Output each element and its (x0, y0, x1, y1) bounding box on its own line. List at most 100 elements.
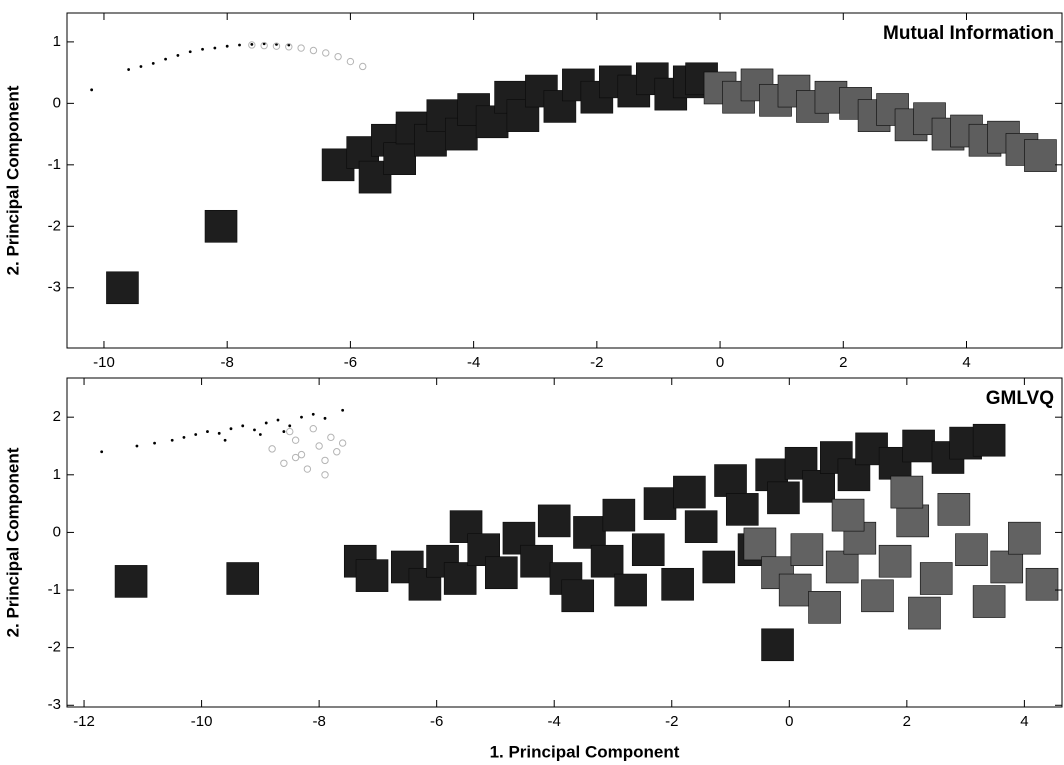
point (253, 428, 256, 432)
point (170, 438, 174, 442)
y-tick-label: -2 (48, 639, 61, 656)
x-tick-label: 4 (962, 354, 970, 371)
point (322, 49, 330, 57)
point (303, 465, 312, 473)
point (280, 459, 288, 467)
point (333, 448, 341, 456)
y-tick-label: 1 (53, 33, 61, 50)
y-tick-label: 2 (53, 408, 61, 425)
thumbnail (1025, 567, 1059, 601)
point (300, 415, 303, 419)
thumbnail (661, 567, 694, 601)
thumbnail (114, 565, 148, 598)
y-tick-label: 1 (53, 466, 61, 483)
thumbnail (106, 271, 139, 305)
x-tick-label: -10 (93, 354, 115, 371)
thumbnail (972, 585, 1006, 618)
x-tick-label: 4 (1020, 713, 1028, 730)
point (297, 450, 306, 459)
point (334, 52, 342, 61)
point (268, 445, 276, 453)
chart-title: GMLVQ (986, 388, 1054, 409)
point (276, 418, 280, 422)
thumbnail (485, 556, 518, 590)
y-tick-label: 0 (53, 94, 61, 111)
thumbnail (743, 527, 777, 561)
y-tick-label: -3 (48, 696, 61, 713)
thumbnail (808, 591, 841, 624)
x-axis-label: 1. Principal Component (490, 742, 680, 761)
point (272, 42, 281, 50)
y-tick-label: -1 (48, 581, 61, 598)
thumbnail (790, 533, 824, 567)
y-tick-label: -2 (48, 217, 61, 234)
point (309, 425, 317, 433)
plot-area (100, 408, 1059, 662)
point (213, 46, 217, 50)
point (206, 430, 209, 433)
point (346, 57, 355, 66)
point (282, 430, 286, 433)
thumbnail (643, 487, 677, 520)
axes-frame (66, 377, 1063, 708)
point (258, 433, 262, 436)
x-tick-label: -12 (73, 713, 95, 730)
y-tick-label: -3 (48, 279, 61, 296)
point (285, 43, 293, 51)
point (100, 450, 104, 454)
thumbnail (1008, 521, 1041, 555)
axes-frame (66, 12, 1063, 349)
point (286, 427, 294, 436)
point (217, 431, 221, 435)
y-axis-label: 2. Principal Component (3, 447, 22, 637)
x-tick-label: 0 (785, 713, 793, 730)
thumbnail (537, 504, 571, 538)
point (288, 424, 292, 428)
y-axis-label: 2. Principal Component (3, 85, 22, 275)
point (194, 433, 198, 436)
thumbnail (761, 628, 794, 662)
thumbnail (355, 559, 389, 592)
x-tick-label: -8 (221, 354, 234, 371)
point (248, 41, 256, 49)
point (229, 427, 233, 431)
thumbnail (1024, 139, 1057, 172)
thumbnail (561, 579, 595, 613)
thumbnail (902, 429, 935, 463)
thumbnail (767, 481, 800, 515)
thumbnail (204, 209, 238, 243)
thumbnail (955, 533, 988, 567)
x-tick-label: 2 (903, 713, 911, 730)
point (287, 43, 291, 47)
thumbnail (673, 475, 706, 509)
x-tick-label: -4 (467, 354, 480, 371)
thumbnail (972, 423, 1006, 457)
point (359, 62, 367, 71)
thumbnail (919, 562, 953, 595)
point (338, 439, 347, 447)
y-tick-label: 0 (53, 523, 61, 540)
x-tick-label: 2 (839, 354, 847, 371)
thumbnail (573, 516, 606, 549)
thumbnail (714, 464, 747, 497)
x-tick-label: -10 (191, 713, 213, 730)
thumbnail (908, 596, 941, 630)
point (311, 412, 315, 416)
point (291, 453, 300, 462)
x-tick-label: -6 (344, 354, 357, 371)
y-tick-label: -1 (48, 156, 61, 173)
point (238, 43, 241, 47)
point (327, 433, 335, 442)
thumbnail (684, 510, 718, 543)
x-tick-label: -6 (430, 713, 443, 730)
thumbnail (590, 544, 624, 578)
point (321, 471, 329, 479)
plot-area (90, 41, 1057, 305)
thumbnail (890, 475, 924, 509)
thumbnail (831, 498, 865, 532)
thumbnail (878, 544, 912, 578)
chart-panel: -10 -8 -6 -4 -2 0 2 4-3-2-101 Mutual Information… (3, 12, 1063, 371)
thumbnail (778, 573, 812, 607)
